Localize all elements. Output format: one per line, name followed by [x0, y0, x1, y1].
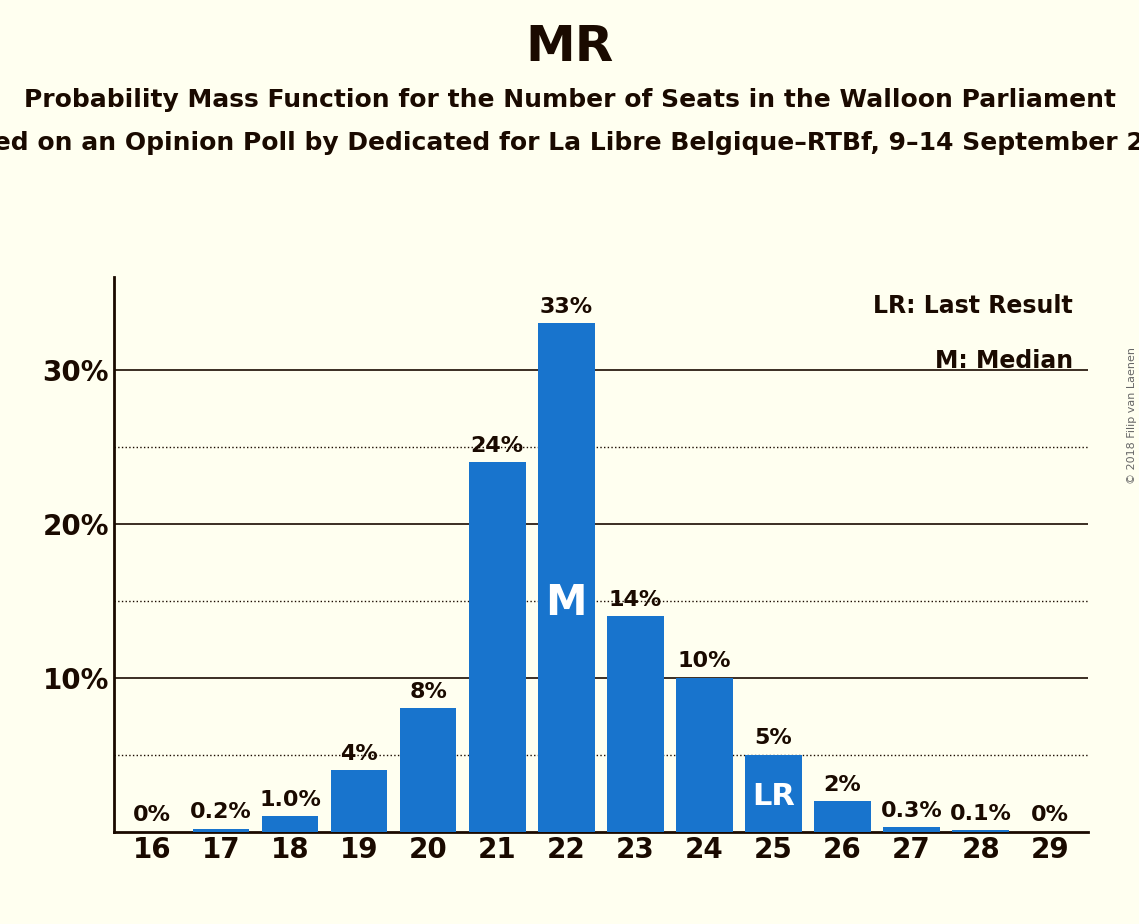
Bar — [469, 462, 525, 832]
Text: 33%: 33% — [540, 298, 593, 317]
Text: © 2018 Filip van Laenen: © 2018 Filip van Laenen — [1126, 347, 1137, 484]
Bar — [884, 827, 940, 832]
Bar — [607, 616, 664, 832]
Bar — [745, 755, 802, 832]
Text: 5%: 5% — [755, 728, 793, 748]
Bar — [192, 829, 249, 832]
Text: 2%: 2% — [823, 774, 861, 795]
Text: MR: MR — [525, 23, 614, 71]
Text: 4%: 4% — [341, 744, 378, 764]
Text: 14%: 14% — [608, 590, 662, 610]
Text: 0.3%: 0.3% — [880, 801, 942, 821]
Text: LR: LR — [752, 783, 795, 811]
Text: 0.1%: 0.1% — [950, 804, 1011, 824]
Bar — [400, 709, 457, 832]
Text: 24%: 24% — [470, 436, 524, 456]
Text: 0%: 0% — [133, 806, 171, 825]
Bar — [262, 816, 318, 832]
Bar — [677, 677, 732, 832]
Text: 10%: 10% — [678, 651, 731, 672]
Bar — [952, 830, 1009, 832]
Text: Probability Mass Function for the Number of Seats in the Walloon Parliament: Probability Mass Function for the Number… — [24, 88, 1115, 112]
Text: LR: Last Result: LR: Last Result — [874, 294, 1073, 318]
Text: M: Median: M: Median — [935, 349, 1073, 373]
Text: 0%: 0% — [1031, 806, 1068, 825]
Text: 0.2%: 0.2% — [190, 802, 252, 822]
Bar — [814, 801, 871, 832]
Text: Based on an Opinion Poll by Dedicated for La Libre Belgique–RTBf, 9–14 September: Based on an Opinion Poll by Dedicated fo… — [0, 131, 1139, 155]
Text: 8%: 8% — [409, 682, 448, 702]
Bar — [330, 770, 387, 832]
Text: M: M — [546, 582, 587, 624]
Text: 1.0%: 1.0% — [259, 790, 321, 810]
Bar — [538, 323, 595, 832]
